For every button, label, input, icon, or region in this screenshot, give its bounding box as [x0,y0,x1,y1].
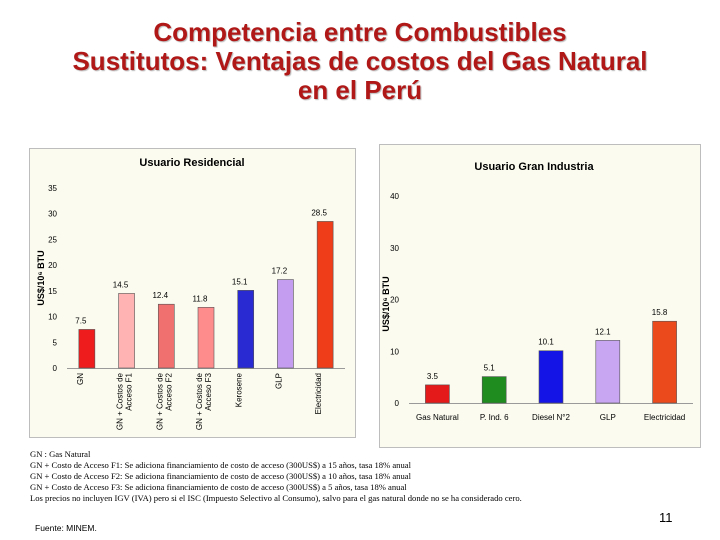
residential-y-tick-label: 15 [48,287,57,296]
residential-x-tick-label: GN [76,373,85,385]
title-line-2: Sustitutos: Ventajas de costos del Gas N… [72,46,648,76]
residential-chart-title: Usuario Residencial [139,157,244,169]
industry-bar [595,340,621,404]
footnote-line: GN + Costo de Acceso F2: Se adiciona fin… [30,471,411,481]
residential-x-tick-label: GN + Costos de Acceso F2 [155,372,173,430]
residential-y-tick-label: 5 [53,338,58,347]
residential-y-tick-label: 30 [48,210,57,219]
industry-x-tick-label: GLP [600,413,616,422]
residential-x-tick-line: GN [76,373,85,385]
residential-data-label: 28.5 [311,208,327,217]
industry-y-tick-label: 40 [390,192,399,201]
residential-bar [78,329,96,369]
footnote-line: Los precios no incluyen IGV (IVA) pero s… [30,493,522,503]
residential-bar [118,293,135,369]
residential-x-tick-line: GLP [274,373,283,389]
industry-y-tick-label: 10 [390,347,399,356]
industry-x-tick-label: Electricidad [644,413,685,422]
page-number: 11 [659,510,673,525]
residential-bar [316,221,334,369]
industry-x-tick-label: P. Ind. 6 [480,413,509,422]
slide-title: Competencia entre Combustibles Sustituto… [0,18,720,105]
residential-x-tick-line: Acceso F3 [204,372,213,410]
industry-data-label: 10.1 [538,338,554,347]
industry-y-tick-label: 20 [390,296,399,305]
residential-y-tick-label: 0 [53,364,58,373]
residential-x-tick-line: Electricidad [314,373,323,414]
residential-data-label: 11.8 [193,294,209,303]
footnote-line: GN : Gas Natural [30,449,91,459]
residential-chart: Usuario Residencial US$/10⁶ BTU 0 5 10 15 20… [29,148,356,438]
industry-y-tick-label: 30 [390,244,399,253]
residential-x-tick-line: GN + Costos de [195,372,204,430]
residential-bar [197,307,215,369]
residential-bar [157,303,175,369]
industry-bar [538,350,564,404]
residential-y-tick-label: 35 [48,184,57,193]
industry-data-label: 12.1 [595,327,611,336]
residential-x-tick-line: Kerosene [235,372,244,407]
residential-x-tick-label: GN + Costos de Acceso F1 [116,372,134,430]
footnote-line: GN + Costo de Acceso F3: Se adiciona fin… [30,482,407,492]
industry-chart: Usuario Gran Industria US$/10⁶ BTU 0 10 20… [379,144,701,448]
residential-x-tick-line: GN + Costos de [155,372,164,430]
industry-bar [652,320,677,404]
industry-data-label: 3.5 [427,372,439,381]
industry-chart-title: Usuario Gran Industria [474,161,594,173]
residential-y-tick-label: 25 [48,235,57,244]
residential-bar [277,279,294,369]
footnotes: GN : Gas Natural GN + Costo de Acceso F1… [30,449,522,504]
industry-data-label: 15.8 [652,308,668,317]
residential-data-label: 12.4 [152,291,168,300]
industry-bar [425,384,450,404]
residential-x-tick-label: Kerosene [235,372,244,407]
industry-x-tick-label: Gas Natural [416,413,459,422]
residential-data-label: 7.5 [75,316,87,325]
industry-bar [481,376,507,404]
residential-x-tick-line: GN + Costos de [116,372,125,430]
residential-data-label: 14.5 [113,280,129,289]
residential-x-tick-label: GLP [274,373,283,389]
source-note: Fuente: MINEM. [35,523,97,533]
industry-x-tick-label: Diesel N°2 [532,413,570,422]
residential-data-label: 15.1 [232,277,248,286]
industry-y-axis-label: US$/10⁶ BTU [381,276,391,331]
residential-x-tick-line: Acceso F1 [125,372,134,410]
industry-y-tick-label: 0 [395,399,400,408]
industry-data-label: 5.1 [484,364,496,373]
residential-x-tick-label: GN + Costos de Acceso F3 [195,372,213,430]
residential-x-tick-label: Electricidad [314,373,323,414]
title-line-1: Competencia entre Combustibles [153,17,567,47]
residential-y-tick-label: 10 [48,313,57,322]
footnote-line: GN + Costo de Acceso F1: Se adiciona fin… [30,460,411,470]
residential-y-tick-label: 20 [48,261,57,270]
residential-data-label: 17.2 [272,267,288,276]
title-line-3: en el Perú [297,75,423,105]
residential-chart-frame [29,148,356,438]
residential-x-tick-line: Acceso F2 [164,372,173,410]
residential-bar [237,290,255,369]
residential-y-axis-label: US$/10⁶ BTU [36,250,46,305]
